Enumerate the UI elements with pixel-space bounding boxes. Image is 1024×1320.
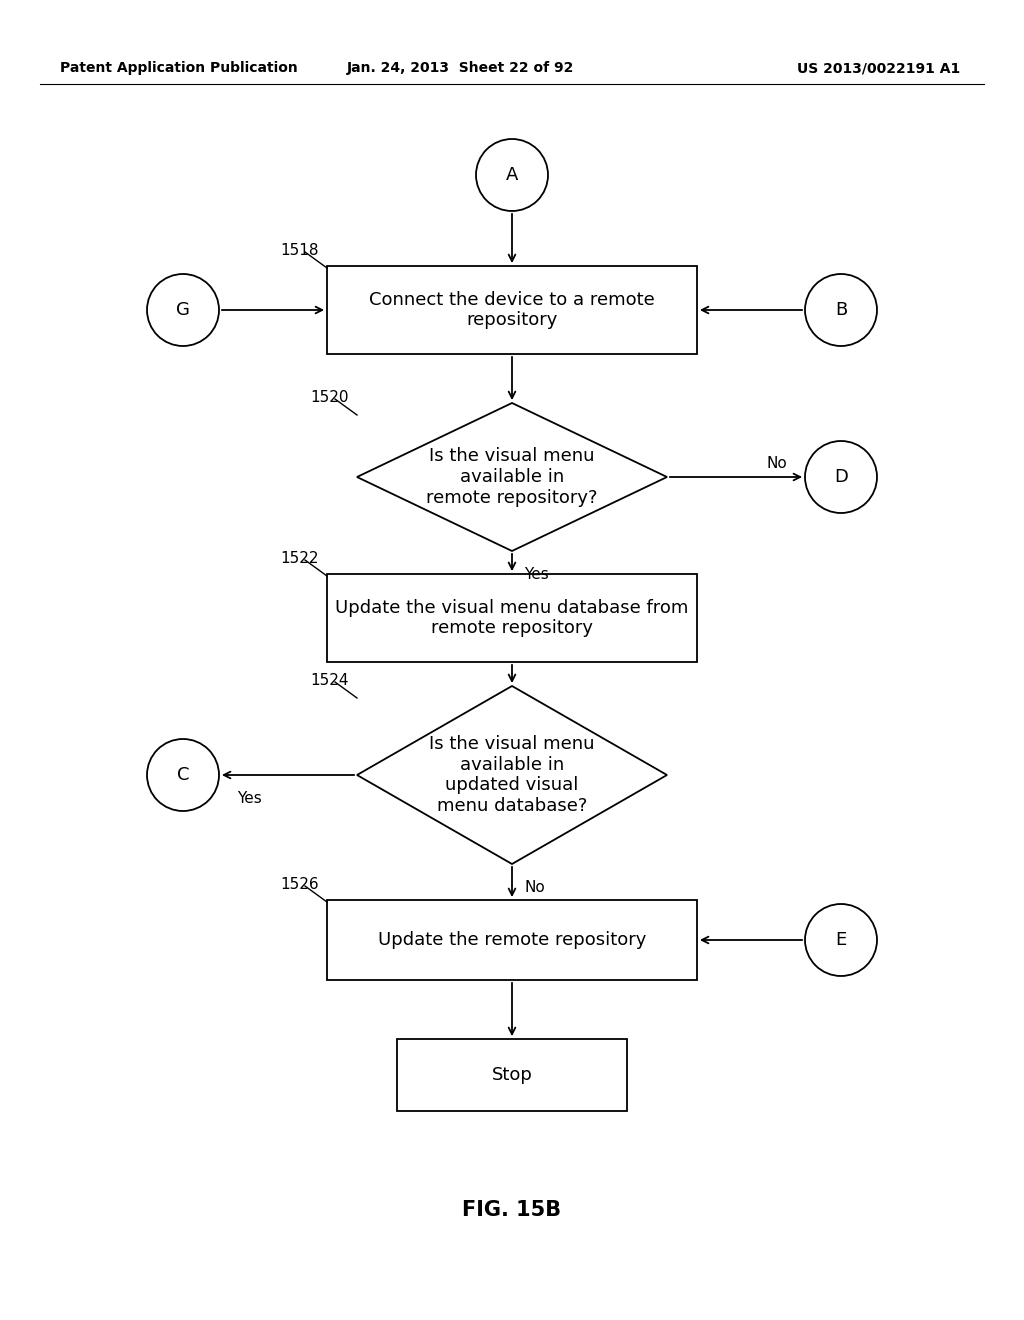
Text: 1520: 1520 <box>310 389 349 405</box>
Circle shape <box>805 441 877 513</box>
Text: Update the remote repository: Update the remote repository <box>378 931 646 949</box>
Text: D: D <box>835 469 848 486</box>
Circle shape <box>805 275 877 346</box>
Text: FIG. 15B: FIG. 15B <box>463 1200 561 1220</box>
Text: 1524: 1524 <box>310 673 349 688</box>
Text: US 2013/0022191 A1: US 2013/0022191 A1 <box>797 61 961 75</box>
Text: C: C <box>177 766 189 784</box>
FancyBboxPatch shape <box>327 900 697 979</box>
Text: G: G <box>176 301 189 319</box>
Text: Connect the device to a remote
repository: Connect the device to a remote repositor… <box>369 290 655 330</box>
Text: Jan. 24, 2013  Sheet 22 of 92: Jan. 24, 2013 Sheet 22 of 92 <box>346 61 573 75</box>
FancyBboxPatch shape <box>327 267 697 354</box>
Text: 1518: 1518 <box>281 243 319 257</box>
Text: 1522: 1522 <box>281 550 319 566</box>
Text: No: No <box>524 880 545 895</box>
Circle shape <box>476 139 548 211</box>
Text: Yes: Yes <box>237 791 262 807</box>
Text: Patent Application Publication: Patent Application Publication <box>60 61 298 75</box>
Text: Stop: Stop <box>492 1067 532 1084</box>
Text: B: B <box>835 301 847 319</box>
Text: E: E <box>836 931 847 949</box>
Text: Yes: Yes <box>524 568 549 582</box>
FancyBboxPatch shape <box>327 574 697 663</box>
Text: A: A <box>506 166 518 183</box>
FancyBboxPatch shape <box>397 1039 627 1111</box>
Circle shape <box>147 739 219 810</box>
Polygon shape <box>357 403 667 550</box>
Text: No: No <box>766 455 787 470</box>
Text: Update the visual menu database from
remote repository: Update the visual menu database from rem… <box>335 598 689 638</box>
Text: 1526: 1526 <box>281 876 319 892</box>
Polygon shape <box>357 686 667 865</box>
Text: Is the visual menu
available in
updated visual
menu database?: Is the visual menu available in updated … <box>429 735 595 816</box>
Text: Is the visual menu
available in
remote repository?: Is the visual menu available in remote r… <box>426 447 598 507</box>
Circle shape <box>805 904 877 975</box>
Circle shape <box>147 275 219 346</box>
